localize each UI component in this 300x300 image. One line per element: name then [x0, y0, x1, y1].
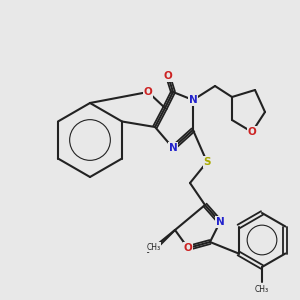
Text: O: O — [164, 71, 172, 81]
Text: O: O — [184, 243, 192, 253]
Text: CH₃: CH₃ — [255, 285, 269, 294]
Text: N: N — [216, 217, 224, 227]
Text: O: O — [144, 87, 152, 97]
Text: N: N — [169, 143, 177, 153]
Text: N: N — [189, 95, 197, 105]
Text: S: S — [203, 157, 211, 167]
Text: O: O — [248, 127, 256, 137]
Text: CH₃: CH₃ — [147, 242, 161, 251]
